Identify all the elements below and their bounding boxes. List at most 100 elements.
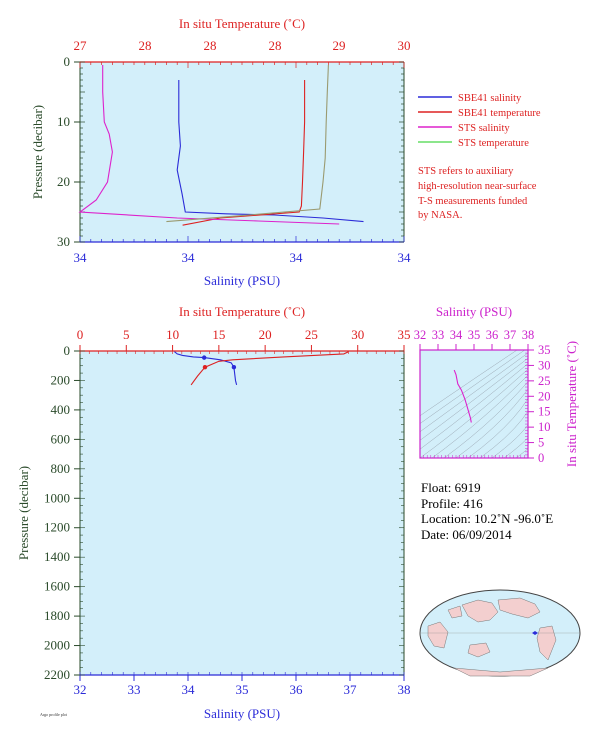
bottom-pressure-tick-label: 200 [51,372,71,387]
ts-temp-tick-label: 30 [538,358,551,372]
bottom-pressure-tick-label: 2000 [44,638,70,653]
bottom-series-line-0 [174,351,238,386]
density-contour [515,448,528,458]
world-map-globe [419,589,581,677]
land-south-america [536,625,557,661]
bottom-temp-tick-label: 30 [351,327,364,342]
density-contour [420,352,528,433]
bottom-pressure-tick-label: 2200 [44,667,70,682]
top-panel: 0 10 20 30 In situ Temperature (˚C) 27 28 2… [30,16,411,288]
top-pressure-tick-label: 0 [64,54,71,69]
density-contour [479,410,528,458]
density-contour [503,437,528,458]
ts-sal-tick-label: 34 [450,328,463,342]
location: Location: 10.2˚N -96.0˚E [421,511,553,526]
bottom-pressure-tick-label: 1600 [44,579,70,594]
bottom-pressure-tick-label: 800 [51,461,71,476]
top-series-line-3 [166,64,329,223]
top-series-line-1 [182,80,306,226]
ts-temp-tick-label: 15 [538,405,551,419]
top-pressure-axis-label: Pressure (decibar) [30,105,45,199]
bottom-ticks: 0 5 10 15 20 25 30 35 32 33 34 35 36 37 38 0 200 400 600 80… [44,327,411,697]
float-location-marker [532,631,538,635]
profile-number: Profile: 416 [421,496,483,511]
top-temp-tick-label: 28 [204,38,217,53]
bottom-pressure-tick-label: 1200 [44,520,70,535]
ts-temp-tick-label: 5 [538,436,544,450]
density-contour [491,424,528,458]
bottom-pressure-tick-label: 1400 [44,549,70,564]
bottom-series [174,351,349,386]
land-australia [467,642,491,658]
density-contour [420,350,526,424]
ts-sal-axis-label: Salinity (PSU) [436,304,512,319]
ts-plot-area [420,350,528,458]
top-temp-tick-label: 30 [398,38,411,53]
ts-series-line-0 [453,369,472,423]
top-temp-tick-label: 27 [74,38,88,53]
note-line: STS refers to auxiliary [418,166,514,177]
density-contour [431,374,528,458]
bottom-sal-tick-label: 37 [344,682,358,697]
density-contour [420,363,528,450]
ts-sal-tick-label: 32 [414,328,427,342]
top-series [78,64,364,226]
top-sal-tick-label: 34 [182,250,196,265]
legend: SBE41 salinity SBE41 temperature STS sal… [418,93,541,149]
top-sal-tick-label: 34 [74,250,88,265]
top-pressure-tick-label: 10 [57,114,70,129]
ts-sal-tick-label: 37 [504,328,517,342]
footer-code: Argo profile plot [40,712,68,717]
land-antarctica [453,667,549,677]
bottom-series-line-1 [190,351,349,386]
top-plot-area [80,62,404,242]
bottom-pressure-tick-label: 1800 [44,608,70,623]
bottom-temp-tick-label: 0 [77,327,84,342]
top-sal-tick-label: 34 [290,250,304,265]
bottom-sal-tick-label: 35 [236,682,249,697]
bottom-series-marker [202,365,208,370]
bottom-pressure-tick-label: 600 [51,431,71,446]
bottom-temp-tick-label: 35 [398,327,411,342]
bottom-temp-axis-label: In situ Temperature (˚C) [179,304,305,319]
top-ticks: 0 10 20 30 [57,54,405,249]
float-id: Float: 6919 [421,480,481,495]
ts-sal-tick-label: 38 [522,328,535,342]
bottom-sal-tick-label: 36 [290,682,304,697]
density-contour [420,368,528,458]
top-temp-tick-label: 28 [139,38,152,53]
sts-note: STS refers to auxiliary high-resolution … [418,166,537,221]
ts-sal-tick-label: 35 [468,328,481,342]
ts-temp-tick-label: 25 [538,374,551,388]
land-europe [447,605,463,619]
top-temp-axis-label: In situ Temperature (˚C) [179,16,305,31]
bottom-panel: 0 5 10 15 20 25 30 35 32 33 34 35 36 37 38 0 200 400 600 80… [16,304,411,721]
note-line: T-S measurements funded [418,196,528,207]
bottom-series-marker [202,355,207,360]
land-north-america [497,597,541,619]
density-contours [420,350,528,458]
bottom-sal-axis-label: Salinity (PSU) [204,706,280,721]
ts-temp-axis-label: In situ Temperature (˚C) [564,341,579,467]
bottom-series-marker [231,365,237,370]
density-contour [467,398,528,458]
top-sal-axis-label: Salinity (PSU) [204,273,280,288]
bottom-plot-area [80,351,404,675]
ts-sal-tick-label: 33 [432,328,445,342]
bottom-sal-tick-label: 38 [398,682,411,697]
top-series-line-0 [176,80,364,223]
note-line: high-resolution near-surface [418,181,537,192]
ts-temp-tick-label: 0 [538,451,544,465]
density-contour [455,388,528,458]
land-africa [427,621,449,649]
bottom-pressure-tick-label: 0 [64,343,71,358]
ts-temp-tick-label: 35 [538,343,551,357]
legend-label: STS salinity [458,123,510,134]
land-asia [461,599,499,623]
ts-temp-tick-label: 10 [538,420,551,434]
bottom-pressure-axis-label: Pressure (decibar) [16,466,31,560]
top-pressure-tick-label: 20 [57,174,70,189]
bottom-sal-tick-label: 32 [74,682,87,697]
